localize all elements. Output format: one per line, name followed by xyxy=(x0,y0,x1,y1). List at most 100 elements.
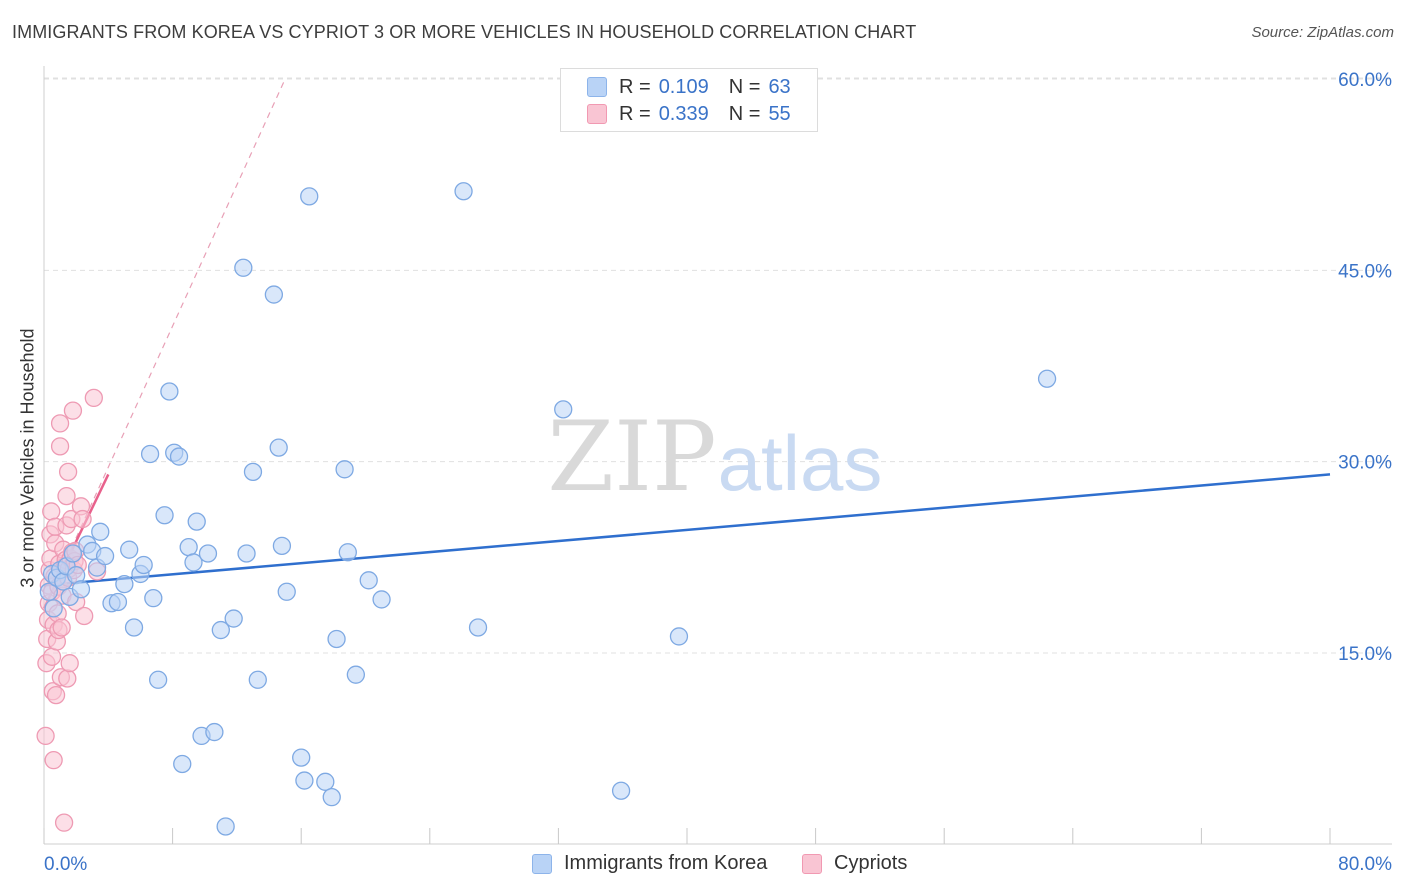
data-point-cypriots xyxy=(44,750,63,770)
data-point-cypriots xyxy=(58,462,78,482)
data-point-korea xyxy=(322,787,341,807)
data-point-korea xyxy=(292,748,311,767)
data-point-korea xyxy=(454,182,473,201)
legend-n-value: 55 xyxy=(768,102,791,125)
data-point-korea xyxy=(277,582,296,601)
legend-r-value: 0.339 xyxy=(658,102,709,125)
data-point-korea xyxy=(269,438,288,457)
legend-series-label: Immigrants from Korea xyxy=(564,852,768,874)
data-point-korea xyxy=(237,544,256,563)
data-point-korea xyxy=(198,544,218,563)
data-point-korea xyxy=(120,540,139,559)
legend-n-label: N = xyxy=(728,75,761,98)
data-point-korea xyxy=(173,754,192,774)
trend-lines xyxy=(42,78,1331,609)
y-axis-label: 3 or more Vehicles in Household xyxy=(17,328,38,588)
legend-swatch-pink xyxy=(802,853,822,874)
data-point-cypriots xyxy=(42,647,62,666)
data-point-korea xyxy=(134,555,153,575)
data-point-korea xyxy=(359,571,378,590)
data-point-korea xyxy=(44,599,63,618)
watermark-zip: ZIP xyxy=(547,401,716,513)
data-points xyxy=(36,182,1057,836)
data-point-korea xyxy=(243,462,263,482)
bottom-legend-cypriots[interactable]: Cypriots xyxy=(802,852,907,875)
data-point-korea xyxy=(148,670,168,689)
data-point-korea xyxy=(316,772,335,791)
legend-swatch-blue xyxy=(532,853,552,874)
legend-r-value: 0.109 xyxy=(658,75,709,98)
data-point-korea xyxy=(184,553,203,572)
data-point-korea xyxy=(248,670,267,689)
data-point-korea xyxy=(300,187,319,206)
y-tick-label: 60.0% xyxy=(1338,70,1392,91)
tick-labels: 15.0% 30.0% 45.0% 60.0% 0.0% 80.0% xyxy=(44,70,1392,875)
data-point-korea xyxy=(108,592,128,612)
legend-swatch-pink xyxy=(587,104,607,124)
legend-row-korea: R = 0.109 N = 63 xyxy=(587,75,801,99)
x-tick-label: 80.0% xyxy=(1338,854,1392,875)
data-point-korea xyxy=(144,589,163,608)
data-point-korea xyxy=(169,447,189,466)
data-point-korea xyxy=(372,590,391,609)
data-point-cypriots xyxy=(63,401,83,420)
data-point-cypriots xyxy=(46,685,66,705)
data-point-korea xyxy=(140,444,160,464)
legend-row-cypriots: R = 0.339 N = 55 xyxy=(587,102,801,126)
data-point-korea xyxy=(179,537,198,557)
correlation-legend: R = 0.109 N = 63 R = 0.339 N = 55 xyxy=(560,68,818,132)
data-point-cypriots xyxy=(73,509,92,529)
data-point-korea xyxy=(272,536,292,556)
data-point-korea xyxy=(39,582,58,601)
data-point-korea xyxy=(71,580,91,599)
y-tick-label: 30.0% xyxy=(1338,453,1392,474)
data-point-korea xyxy=(295,771,314,790)
trend-line-korea xyxy=(43,473,1331,587)
data-point-korea xyxy=(669,627,689,646)
data-point-korea xyxy=(63,544,83,563)
trend-line-cypriots-extended xyxy=(43,78,286,609)
data-point-korea xyxy=(234,258,253,277)
data-point-korea xyxy=(187,512,206,531)
legend-n-value: 63 xyxy=(768,75,791,98)
data-point-cypriots xyxy=(42,502,61,521)
data-point-korea xyxy=(327,629,346,649)
x-tick-label: 0.0% xyxy=(44,854,87,875)
data-point-korea xyxy=(124,618,144,637)
data-point-korea xyxy=(335,460,354,479)
data-point-korea xyxy=(611,781,631,800)
data-point-cypriots xyxy=(50,414,70,433)
data-point-korea xyxy=(338,543,357,562)
data-point-korea xyxy=(468,618,488,637)
y-tick-label: 15.0% xyxy=(1338,644,1392,665)
data-point-cypriots xyxy=(58,669,77,688)
data-point-cypriots xyxy=(75,606,94,626)
legend-r-label: R = xyxy=(619,75,651,98)
legend-r-label: R = xyxy=(619,102,651,125)
legend-n-label: N = xyxy=(728,102,761,125)
data-point-korea xyxy=(91,522,110,541)
legend-swatch-blue xyxy=(587,77,607,97)
legend-series-label: Cypriots xyxy=(834,852,908,874)
data-point-korea xyxy=(211,620,230,640)
data-point-cypriots xyxy=(50,437,70,456)
source-label: Source: ZipAtlas.com xyxy=(1251,24,1394,41)
data-point-cypriots xyxy=(36,726,55,746)
axes xyxy=(43,66,1392,845)
data-point-korea xyxy=(346,665,366,684)
data-point-korea xyxy=(554,400,573,419)
data-point-korea xyxy=(115,574,134,594)
bottom-legend-korea[interactable]: Immigrants from Korea xyxy=(532,852,767,875)
watermark: ZIP atlas xyxy=(547,401,882,513)
data-point-korea xyxy=(95,546,115,566)
y-tick-label: 45.0% xyxy=(1338,261,1392,282)
data-point-cypriots xyxy=(52,618,71,637)
data-point-korea xyxy=(1037,369,1057,388)
data-point-korea xyxy=(216,817,235,836)
chart-title: IMMIGRANTS FROM KOREA VS CYPRIOT 3 OR MO… xyxy=(12,22,917,42)
data-point-korea xyxy=(160,382,179,401)
data-point-cypriots xyxy=(57,486,76,506)
data-point-korea xyxy=(224,609,243,628)
data-point-korea xyxy=(205,722,224,742)
